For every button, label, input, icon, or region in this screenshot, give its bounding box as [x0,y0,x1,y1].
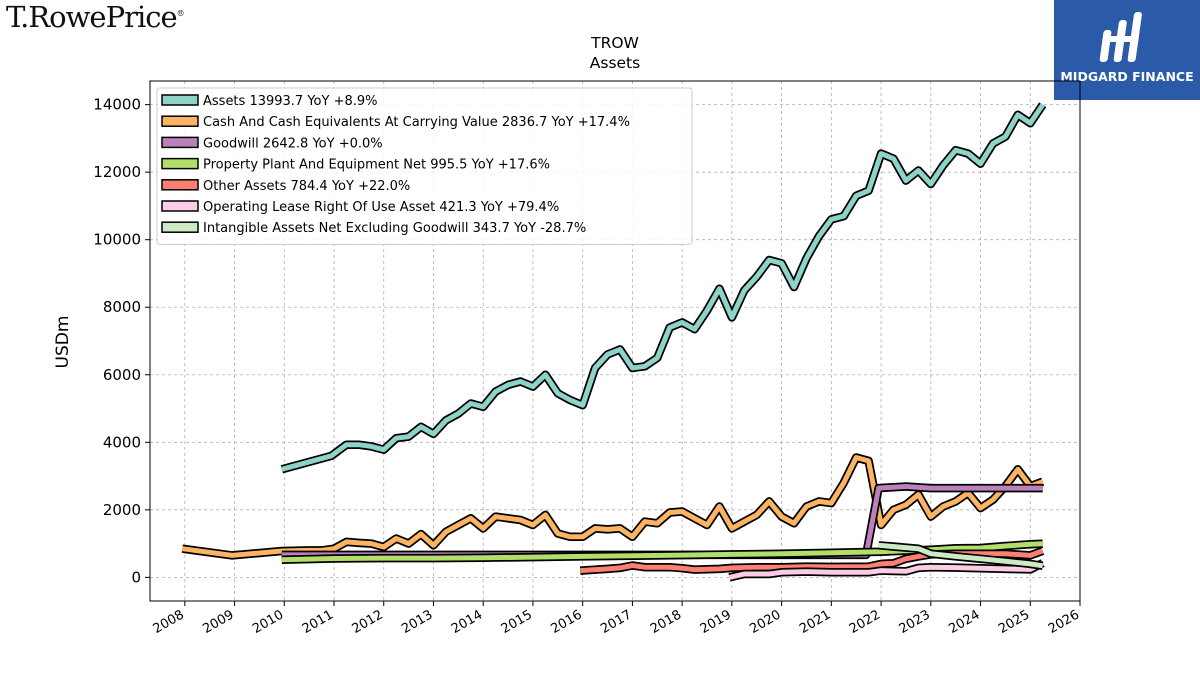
x-tick-label: 2010 [250,607,286,637]
series-lines [181,102,1047,582]
legend-entry: Other Assets 784.4 YoY +22.0% [203,179,410,194]
legend-swatch [161,157,199,170]
legend-swatch [161,179,199,191]
x-tick-label: 2016 [549,607,585,637]
y-tick-label: 4000 [103,433,141,451]
x-tick-label: 2020 [747,607,783,637]
x-tick-label: 2019 [698,607,734,637]
legend-swatch [161,136,199,149]
series-line-property-plant-and-equipment-net [281,541,1043,563]
series-line-intangible-assets-net-excluding-goodwill [878,542,1044,569]
legend-swatch [161,115,199,127]
x-tick-label: 2017 [598,607,634,637]
logo-text: T.RowePrice [6,0,178,34]
midgard-finance-badge: MIDGARD FINANCE [1054,0,1200,100]
legend-entry: Intangible Assets Net Excluding Goodwill… [203,221,586,236]
trowe-price-logo: T.RowePrice® [6,0,185,34]
series-line-operating-lease-right-of-use-asset [728,560,1044,580]
legend-box [156,87,693,245]
legend-entry: Cash And Cash Equivalents At Carrying Va… [203,115,630,130]
series-line-cash-and-cash-equivalents-at-carrying-value [181,455,1044,558]
legend-entry: Assets 13993.7 YoY +8.9% [203,94,378,109]
legend-swatch [161,94,199,106]
x-tick-label: 2024 [946,607,982,637]
y-tick-label: 14000 [93,96,141,114]
x-tick-label: 2012 [350,607,386,637]
midgard-logo-icon [1099,12,1142,62]
legend: Assets 13993.7 YoY +8.9% Cash And Cash Eq… [156,87,693,245]
badge-label: MIDGARD FINANCE [1060,69,1194,84]
chart-title: TROW [590,34,639,52]
series-outline-cash-and-cash-equivalents-at-carrying-value [181,453,1045,560]
registered-mark: ® [176,9,185,18]
y-tick-label: 2000 [103,501,141,519]
y-tick-label: 12000 [93,163,141,181]
y-tick-label: 10000 [93,231,141,249]
plot-area-frame [149,80,1081,602]
y-axis-label: USDm [53,316,73,369]
x-tick-label: 2011 [300,607,336,637]
legend-entry: Goodwill 2642.8 YoY +0.0% [203,136,383,151]
x-tick-label: 2013 [399,607,435,637]
x-tick-label: 2014 [449,607,485,637]
y-tick-label: 6000 [103,366,141,384]
y-tick-label: 0 [131,568,141,586]
x-tick-label: 2025 [996,607,1032,637]
x-tick-label: 2026 [1046,607,1082,637]
legend-entry: Operating Lease Right Of Use Asset 421.3… [203,200,559,215]
x-tick-label: 2015 [499,607,535,637]
legend-swatch [161,221,199,233]
x-tick-label: 2018 [648,607,684,637]
x-tick-label: 2022 [847,607,883,637]
x-tick-label: 2009 [200,607,236,637]
y-tick-label: 8000 [103,298,141,316]
legend-swatch [161,200,199,212]
chart-subtitle: Assets [590,54,640,72]
x-tick-label: 2021 [797,607,833,637]
legend-entry: Property Plant And Equipment Net 995.5 Y… [203,158,550,173]
series-line-assets [281,103,1045,472]
x-tick-label: 2008 [151,607,187,637]
x-tick-label: 2023 [897,607,933,637]
